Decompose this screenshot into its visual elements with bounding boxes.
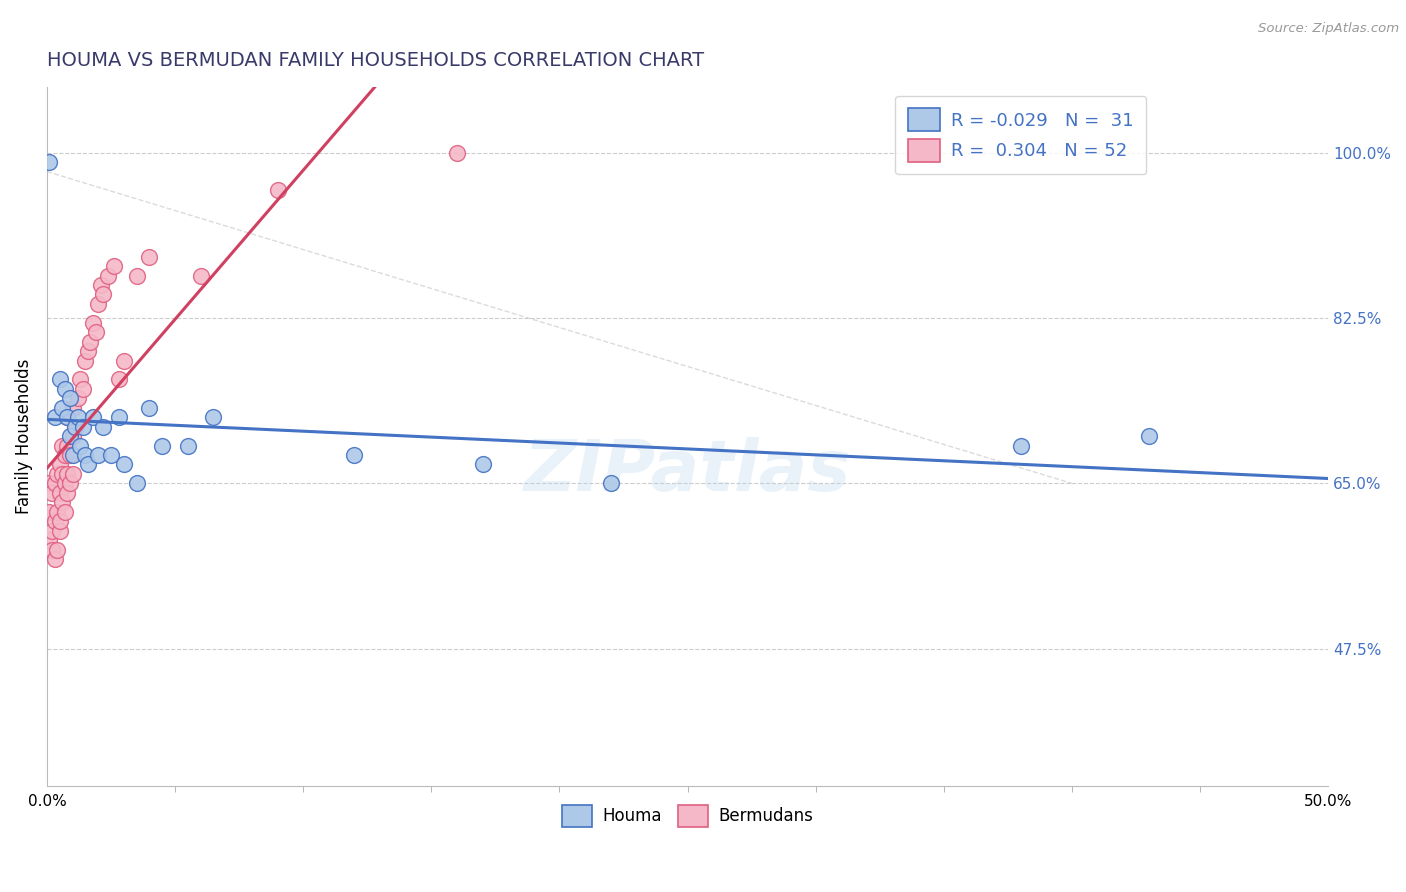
Point: [44, 476, 66, 491]
Y-axis label: Family Households: Family Households: [15, 359, 32, 514]
Point: [90, 277, 112, 292]
Point: [97, 268, 120, 283]
Point: [266, 184, 288, 198]
Point: [77, 344, 100, 359]
Point: [46, 467, 69, 481]
Point: [107, 410, 129, 425]
Point: [69, 372, 91, 386]
Point: [51, 439, 73, 453]
Point: [53, 382, 76, 396]
Point: [62, 467, 84, 481]
Point: [38, 533, 60, 547]
Point: [56, 410, 79, 425]
Point: [62, 448, 84, 462]
Point: [343, 448, 366, 462]
Point: [48, 458, 70, 472]
Text: Source: ZipAtlas.com: Source: ZipAtlas.com: [1258, 22, 1399, 36]
Point: [82, 410, 104, 425]
Point: [91, 419, 114, 434]
Point: [91, 287, 114, 301]
Point: [53, 448, 76, 462]
Point: [125, 476, 148, 491]
Point: [138, 401, 160, 415]
Point: [87, 448, 110, 462]
Point: [75, 353, 97, 368]
Point: [72, 382, 94, 396]
Point: [38, 476, 60, 491]
Point: [599, 476, 621, 491]
Point: [38, 155, 60, 169]
Point: [82, 316, 104, 330]
Legend: Houma, Bermudans: Houma, Bermudans: [555, 798, 820, 833]
Point: [48, 486, 70, 500]
Point: [63, 419, 86, 434]
Point: [107, 372, 129, 386]
Point: [138, 250, 160, 264]
Point: [41, 524, 63, 538]
Point: [62, 429, 84, 443]
Point: [44, 410, 66, 425]
Point: [41, 542, 63, 557]
Point: [51, 401, 73, 415]
Point: [53, 476, 76, 491]
Point: [53, 505, 76, 519]
Point: [59, 476, 82, 491]
Text: HOUMA VS BERMUDAN FAMILY HOUSEHOLDS CORRELATION CHART: HOUMA VS BERMUDAN FAMILY HOUSEHOLDS CORR…: [46, 51, 704, 70]
Point: [56, 410, 79, 425]
Point: [51, 495, 73, 509]
Point: [38, 505, 60, 519]
Point: [44, 552, 66, 566]
Point: [177, 439, 200, 453]
Point: [84, 325, 107, 339]
Point: [48, 524, 70, 538]
Point: [66, 392, 89, 406]
Point: [41, 486, 63, 500]
Point: [51, 467, 73, 481]
Point: [59, 392, 82, 406]
Point: [1137, 429, 1160, 443]
Point: [471, 458, 494, 472]
Point: [112, 353, 135, 368]
Point: [100, 448, 122, 462]
Point: [48, 372, 70, 386]
Point: [59, 429, 82, 443]
Point: [125, 268, 148, 283]
Point: [190, 268, 212, 283]
Point: [48, 514, 70, 528]
Point: [59, 448, 82, 462]
Point: [62, 401, 84, 415]
Point: [103, 259, 125, 273]
Point: [56, 439, 79, 453]
Point: [56, 486, 79, 500]
Point: [69, 439, 91, 453]
Point: [150, 439, 173, 453]
Point: [66, 410, 89, 425]
Point: [56, 467, 79, 481]
Point: [87, 297, 110, 311]
Point: [46, 505, 69, 519]
Point: [75, 448, 97, 462]
Text: ZIPatlas: ZIPatlas: [524, 436, 851, 506]
Point: [112, 458, 135, 472]
Point: [446, 145, 468, 160]
Point: [44, 514, 66, 528]
Point: [46, 542, 69, 557]
Point: [79, 334, 101, 349]
Point: [77, 458, 100, 472]
Point: [63, 419, 86, 434]
Point: [72, 419, 94, 434]
Point: [202, 410, 225, 425]
Point: [1010, 439, 1032, 453]
